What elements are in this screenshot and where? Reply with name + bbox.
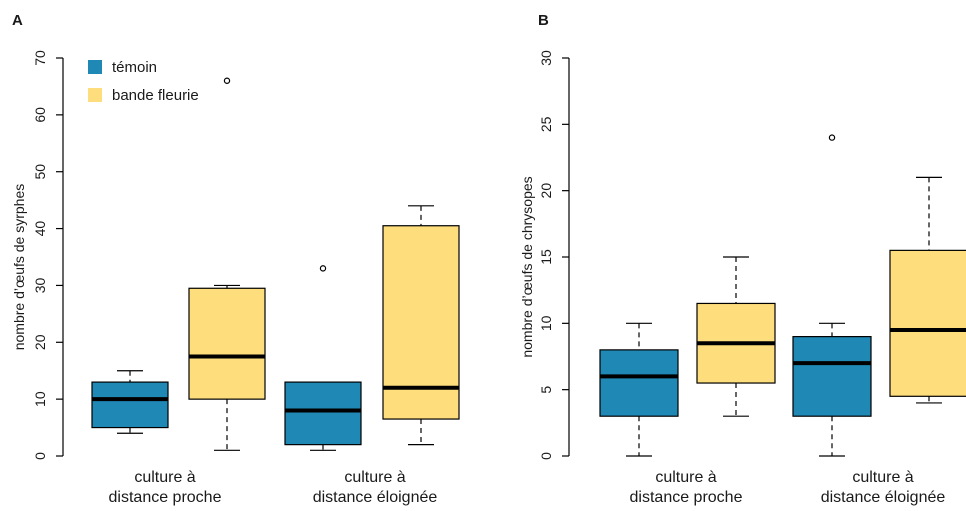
box-bande-0 — [188, 77, 266, 451]
y-tick-label: 50 — [32, 164, 48, 180]
y-tick-label: 20 — [538, 183, 554, 199]
y-tick-label: 20 — [32, 334, 48, 350]
legend-swatch-bande — [88, 88, 102, 102]
y-tick-label: 30 — [32, 277, 48, 293]
x-category-label: culture à — [344, 469, 405, 486]
box-temoin-0 — [599, 322, 679, 457]
x-category-label: distance éloignée — [821, 489, 946, 506]
x-category-label: culture à — [852, 469, 913, 486]
box-bande-1 — [889, 176, 966, 404]
box-body — [91, 381, 169, 429]
x-category-label: distance éloignée — [313, 489, 438, 506]
box-bande-0 — [696, 256, 776, 417]
y-tick-label: 30 — [538, 50, 554, 66]
box-body — [792, 336, 872, 417]
legend-label-bande: bande fleurie — [112, 87, 199, 104]
y-tick-label: 10 — [538, 315, 554, 331]
x-category-label: distance proche — [630, 489, 743, 506]
outlier-point — [223, 77, 231, 84]
box-body — [599, 349, 679, 417]
x-category-label: distance proche — [109, 489, 222, 506]
legend-label-temoin: témoin — [112, 59, 157, 76]
box-body — [188, 287, 266, 400]
x-category-label: culture à — [655, 469, 716, 486]
outlier-point — [828, 134, 836, 141]
panel-b-letter: B — [538, 12, 549, 29]
box-body — [284, 381, 362, 446]
chrysopes-panel: 0 5 10 15 20 25 30 nombre d’œufs de chrysopes cu… — [519, 50, 966, 506]
x-category-label: culture à — [134, 469, 195, 486]
y-tick-label: 15 — [538, 249, 554, 265]
panel-a-letter: A — [12, 12, 23, 29]
y-axis-title: nombre d’œufs de syrphes — [11, 184, 27, 351]
y-tick-label: 0 — [32, 452, 48, 460]
box-temoin-0 — [91, 370, 169, 434]
y-tick-label: 70 — [32, 50, 48, 66]
y-tick-label: 10 — [32, 391, 48, 407]
box-temoin-1 — [284, 265, 362, 451]
outlier-point — [319, 265, 327, 272]
y-axis-title: nombre d’œufs de chrysopes — [519, 176, 535, 357]
syrphes-panel: 0 10 20 30 40 50 60 70 nombre d’œufs de syrphes c… — [11, 50, 460, 506]
box-body — [889, 249, 966, 397]
y-tick-label: 5 — [538, 386, 554, 394]
box-body — [382, 225, 460, 420]
y-tick-label: 0 — [538, 452, 554, 460]
y-tick-label: 40 — [32, 221, 48, 237]
legend-swatch-temoin — [88, 60, 102, 74]
box-bande-1 — [382, 205, 460, 446]
y-tick-label: 60 — [32, 107, 48, 123]
y-tick-label: 25 — [538, 116, 554, 132]
box-temoin-1 — [792, 134, 872, 457]
